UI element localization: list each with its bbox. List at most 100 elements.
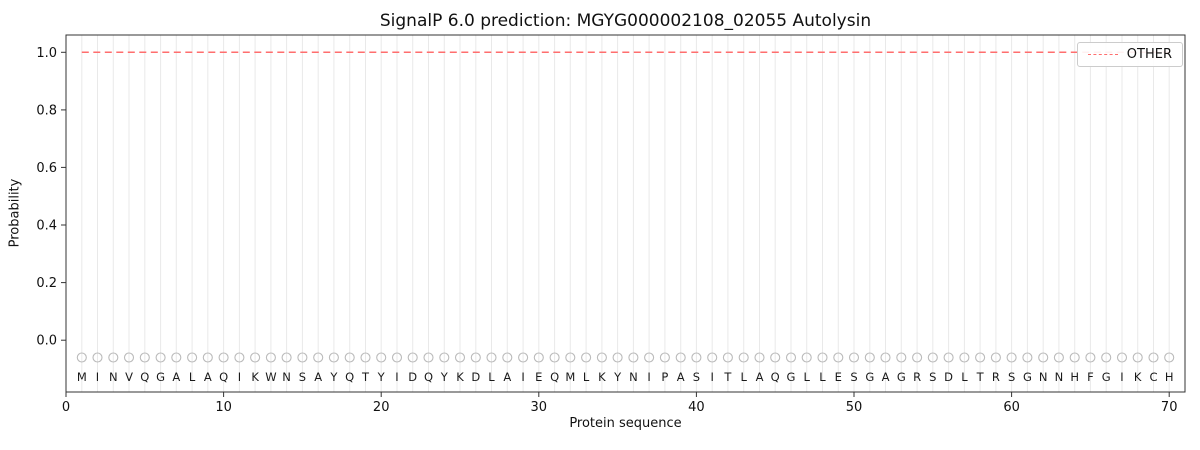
residue-letter: K <box>1134 370 1142 384</box>
residue-letter: K <box>456 370 464 384</box>
residue-letter: L <box>488 370 495 384</box>
residue-marker <box>927 352 938 363</box>
residue-letter: I <box>647 370 650 384</box>
residue-marker <box>139 352 150 363</box>
x-tick-label: 60 <box>1003 400 1020 415</box>
residue-marker <box>76 352 87 363</box>
residue-marker <box>439 352 450 363</box>
residue-marker <box>234 352 245 363</box>
residue-marker <box>644 352 655 363</box>
residue-marker <box>817 352 828 363</box>
residue-marker <box>565 352 576 363</box>
residue-letter: S <box>929 370 936 384</box>
residue-letter: A <box>503 370 511 384</box>
x-tick-label: 30 <box>531 400 548 415</box>
residue-marker <box>785 352 797 363</box>
y-tick-label: 0.0 <box>36 334 57 349</box>
residue-letter: Q <box>550 370 559 384</box>
residue-letter: Q <box>345 370 354 384</box>
residue-marker <box>833 352 844 363</box>
residue-marker <box>470 352 481 363</box>
residue-marker <box>770 352 781 363</box>
residue-letter: D <box>944 370 953 384</box>
residue-letter: G <box>897 370 906 384</box>
residue-marker <box>848 352 860 363</box>
residue-marker <box>1101 352 1112 363</box>
residue-marker <box>596 352 607 363</box>
x-tick-label: 10 <box>215 400 232 415</box>
x-tick-label: 40 <box>688 400 705 415</box>
residue-letter: T <box>723 370 732 384</box>
residue-letter: A <box>677 370 685 384</box>
residue-letter: A <box>172 370 180 384</box>
residue-marker <box>1164 352 1175 363</box>
x-tick-label: 70 <box>1161 400 1178 415</box>
residue-letter: D <box>471 370 480 384</box>
residue-marker <box>486 352 497 363</box>
residue-letter: V <box>125 370 133 384</box>
residue-marker <box>502 352 513 363</box>
residue-marker <box>328 352 339 363</box>
residue-marker <box>344 352 355 363</box>
residue-letter: M <box>565 370 575 384</box>
residue-letter: I <box>238 370 241 384</box>
residue-letter: K <box>598 370 606 384</box>
residue-letter: T <box>361 370 370 384</box>
residue-letter: R <box>992 370 1000 384</box>
residue-letter: A <box>882 370 890 384</box>
residue-letter: R <box>913 370 921 384</box>
residue-marker <box>912 352 923 363</box>
residue-marker <box>250 352 261 363</box>
residue-letter: S <box>1008 370 1015 384</box>
y-tick-label: 0.4 <box>36 219 57 234</box>
residue-letter: Q <box>771 370 780 384</box>
residue-marker <box>391 352 403 363</box>
residue-marker <box>612 352 623 363</box>
legend: OTHER <box>1076 42 1183 67</box>
residue-marker <box>171 352 182 363</box>
residue-marker <box>975 352 986 363</box>
residue-marker <box>801 352 812 363</box>
residue-marker <box>864 352 875 363</box>
residue-marker <box>533 352 544 363</box>
residue-letter: T <box>976 370 985 384</box>
residue-letter: L <box>740 370 747 384</box>
residue-letter: W <box>265 370 276 384</box>
residue-marker <box>218 352 229 363</box>
residue-marker <box>659 352 670 363</box>
y-tick-label: 1.0 <box>36 46 57 61</box>
residue-letter: E <box>535 370 542 384</box>
residue-marker <box>313 352 324 363</box>
residue-letter: L <box>583 370 590 384</box>
residue-letter: I <box>395 370 398 384</box>
residue-marker <box>360 352 371 363</box>
residue-marker <box>1069 352 1080 363</box>
chart-title: SignalP 6.0 prediction: MGYG000002108_02… <box>379 11 872 31</box>
residue-letter: H <box>1165 370 1174 384</box>
residue-marker <box>518 352 529 363</box>
residue-marker <box>376 352 387 363</box>
residue-letter: I <box>96 370 99 384</box>
residue-marker <box>108 352 119 363</box>
residue-letter: E <box>835 370 842 384</box>
residue-marker <box>1085 352 1096 363</box>
residue-marker <box>990 352 1001 363</box>
residue-letter: I <box>710 370 713 384</box>
residue-marker <box>1148 352 1159 363</box>
y-axis-label: Probability <box>7 178 23 248</box>
residue-marker <box>423 352 434 363</box>
residue-marker <box>675 352 686 363</box>
residue-marker <box>959 352 970 363</box>
residue-marker <box>1038 352 1049 363</box>
residue-letter: Q <box>140 370 149 384</box>
other-legend-label: OTHER <box>1126 47 1172 62</box>
residue-letter: D <box>408 370 417 384</box>
residue-marker <box>1053 352 1064 363</box>
residue-letter: L <box>961 370 968 384</box>
residue-marker <box>1006 352 1017 363</box>
residue-letter: L <box>189 370 196 384</box>
residue-letter: S <box>693 370 700 384</box>
residue-marker <box>549 352 560 363</box>
